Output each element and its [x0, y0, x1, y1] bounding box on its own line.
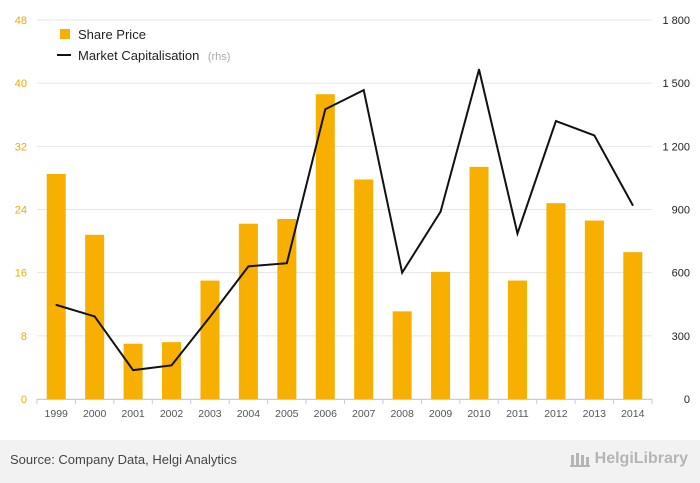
x-tick-label: 2012: [544, 408, 568, 420]
library-icon: [569, 453, 590, 467]
line-point: [209, 316, 211, 318]
x-tick-label: 1999: [45, 408, 69, 420]
combo-chart: 0 8 16 24 32 40 48 0 300 600 900 1 200 1 500 1 800 1…: [15, 15, 690, 420]
bar-share-price: [354, 179, 374, 399]
legend-swatch-share-price: [60, 29, 70, 39]
x-tick-label: 2003: [198, 408, 222, 420]
line-point: [631, 204, 634, 207]
x-tick-label: 2014: [621, 408, 645, 420]
brand-logo: HelgiLibrary: [569, 450, 688, 468]
right-tick-label: 600: [672, 268, 690, 280]
x-tick-label: 2013: [583, 408, 607, 420]
bar-share-price: [431, 271, 451, 399]
left-tick-label: 40: [15, 78, 27, 90]
line-point: [439, 210, 442, 213]
x-tick-label: 2004: [237, 408, 261, 420]
legend-label-share-price: Share Price: [78, 27, 146, 42]
source-note: Source: Company Data, Helgi Analytics: [10, 452, 237, 467]
svg-text:Market Capitalisation: Market Capitalisation (rhs): [78, 47, 230, 64]
left-tick-label: 24: [15, 205, 27, 217]
right-tick-label: 1 500: [662, 78, 690, 90]
right-tick-label: 1 800: [662, 15, 690, 27]
line-point: [247, 265, 250, 268]
x-tick-label: 2000: [83, 408, 107, 420]
bar-share-price: [315, 94, 335, 400]
legend: Share Price Market Capitalisation (rhs): [57, 27, 230, 64]
bar-share-price: [469, 166, 489, 399]
x-tick-label: 2006: [314, 408, 338, 420]
bar-series: [46, 94, 643, 400]
bar-share-price: [623, 252, 643, 399]
right-tick-label: 0: [684, 394, 690, 406]
bar-share-price: [46, 173, 66, 399]
line-point: [593, 134, 596, 137]
line-point: [93, 315, 96, 318]
x-tick-label: 2011: [506, 408, 529, 420]
line-point: [170, 364, 173, 367]
line-market-capitalisation: [55, 69, 634, 372]
left-tick-label: 0: [21, 394, 27, 406]
line-point: [555, 120, 557, 122]
line-series: [55, 68, 634, 372]
left-tick-label: 32: [15, 141, 27, 153]
x-tick-label: 2001: [121, 408, 145, 420]
bar-share-price: [277, 218, 297, 399]
x-tick-label: 2010: [467, 408, 491, 420]
bar-share-price: [546, 203, 566, 399]
left-axis: 0 8 16 24 32 40 48: [15, 15, 27, 406]
x-tick-label: 2009: [429, 408, 453, 420]
bar-share-price: [392, 311, 412, 399]
line-point: [324, 108, 327, 111]
right-tick-label: 1 200: [662, 141, 690, 153]
left-tick-label: 48: [15, 15, 27, 27]
x-axis: 1999 2000 2001 2002 2003 2004 2005 2006 2007 2008…: [36, 399, 653, 420]
line-point: [478, 68, 480, 71]
bar-share-price: [507, 280, 527, 399]
bar-share-price: [584, 220, 604, 399]
line-point: [401, 271, 403, 274]
brand-name: HelgiLibrary: [594, 450, 688, 467]
bar-share-price: [238, 223, 258, 399]
line-point: [286, 262, 288, 264]
left-tick-label: 8: [21, 331, 27, 343]
line-point: [516, 232, 519, 235]
line-point: [55, 304, 58, 306]
left-tick-label: 16: [15, 268, 27, 280]
x-tick-label: 2002: [160, 408, 184, 420]
line-point: [362, 89, 365, 91]
x-tick-label: 2005: [275, 408, 299, 420]
right-axis: 0 300 600 900 1 200 1 500 1 800: [662, 15, 690, 406]
right-tick-label: 300: [672, 331, 690, 343]
legend-label-rhs: (rhs): [208, 51, 231, 63]
gridlines: [37, 19, 652, 400]
legend-label-market-cap: Market Capitalisation: [78, 48, 199, 63]
line-point: [132, 369, 134, 371]
bar-share-price: [200, 280, 220, 399]
x-tick-label: 2007: [352, 408, 376, 420]
footer-bar: Source: Company Data, Helgi Analytics He…: [0, 440, 700, 483]
right-tick-label: 900: [672, 205, 690, 217]
bar-share-price: [123, 343, 143, 399]
bar-share-price: [162, 342, 182, 399]
x-tick-label: 2008: [390, 408, 414, 420]
